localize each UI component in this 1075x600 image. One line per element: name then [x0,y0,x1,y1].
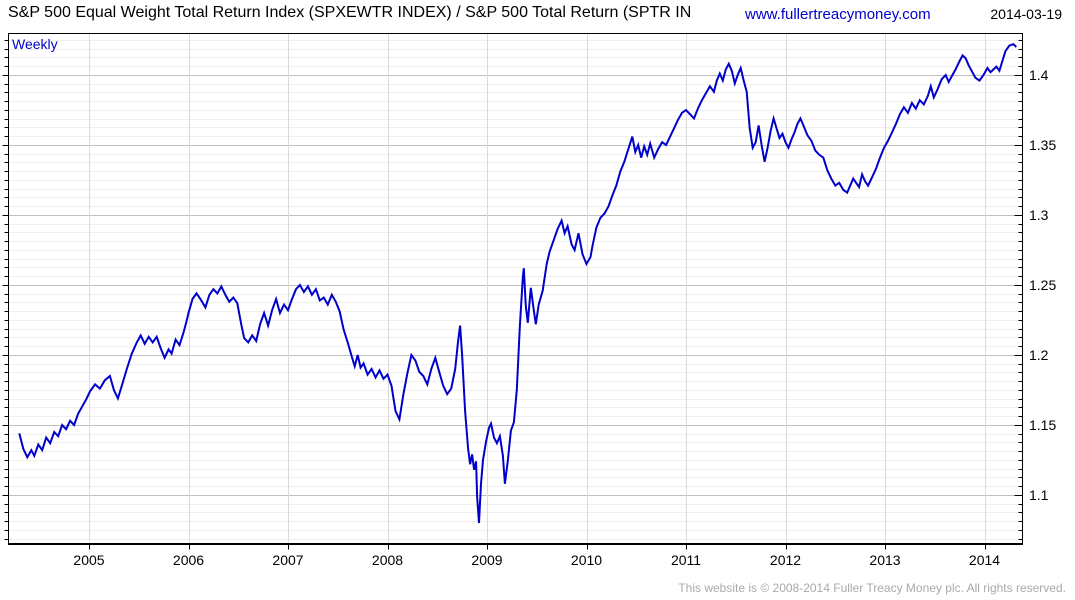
y-gridlines-major [8,75,1023,496]
website-link[interactable]: www.fullertreacymoney.com [745,6,931,23]
plot-frame [8,33,1023,545]
chart-date: 2014-03-19 [990,6,1062,22]
y-axis-label: 1.4 [1029,67,1049,83]
x-axis-label: 2010 [571,552,602,568]
y-axis-label: 1.1 [1029,487,1049,503]
x-axis-label: 2005 [73,552,104,568]
x-gridlines [89,33,986,544]
copyright-notice: This website is © 2008-2014 Fuller Treac… [678,581,1066,595]
x-axis-label: 2008 [372,552,403,568]
x-axis-label: 2006 [173,552,204,568]
y-gridlines-minor [8,40,1023,540]
frequency-label: Weekly [12,36,58,52]
y-axis-label: 1.2 [1029,347,1049,363]
x-axis-label: 2007 [272,552,303,568]
x-axis-label: 2011 [671,552,701,568]
y-axis-label: 1.35 [1029,137,1056,153]
y-axis-labels: 1.1 1.15 1.2 1.25 1.3 1.35 1.4 [1029,67,1056,503]
y-axis-label: 1.15 [1029,417,1056,433]
x-axis-label: 2013 [869,552,900,568]
y-axis-label: 1.25 [1029,277,1056,293]
y-axis-label: 1.3 [1029,207,1049,223]
x-axis-labels: 2005 2006 2007 2008 2009 2010 2011 2012 2013 2014 [73,552,1000,568]
x-axis-label: 2009 [471,552,502,568]
ratio-line-series [18,43,1017,524]
axis-ticks [2,40,1023,550]
x-axis-label: 2014 [969,552,1000,568]
chart-title: S&P 500 Equal Weight Total Return Index … [8,4,692,21]
ratio-line [18,43,1017,524]
x-axis-label: 2012 [770,552,801,568]
